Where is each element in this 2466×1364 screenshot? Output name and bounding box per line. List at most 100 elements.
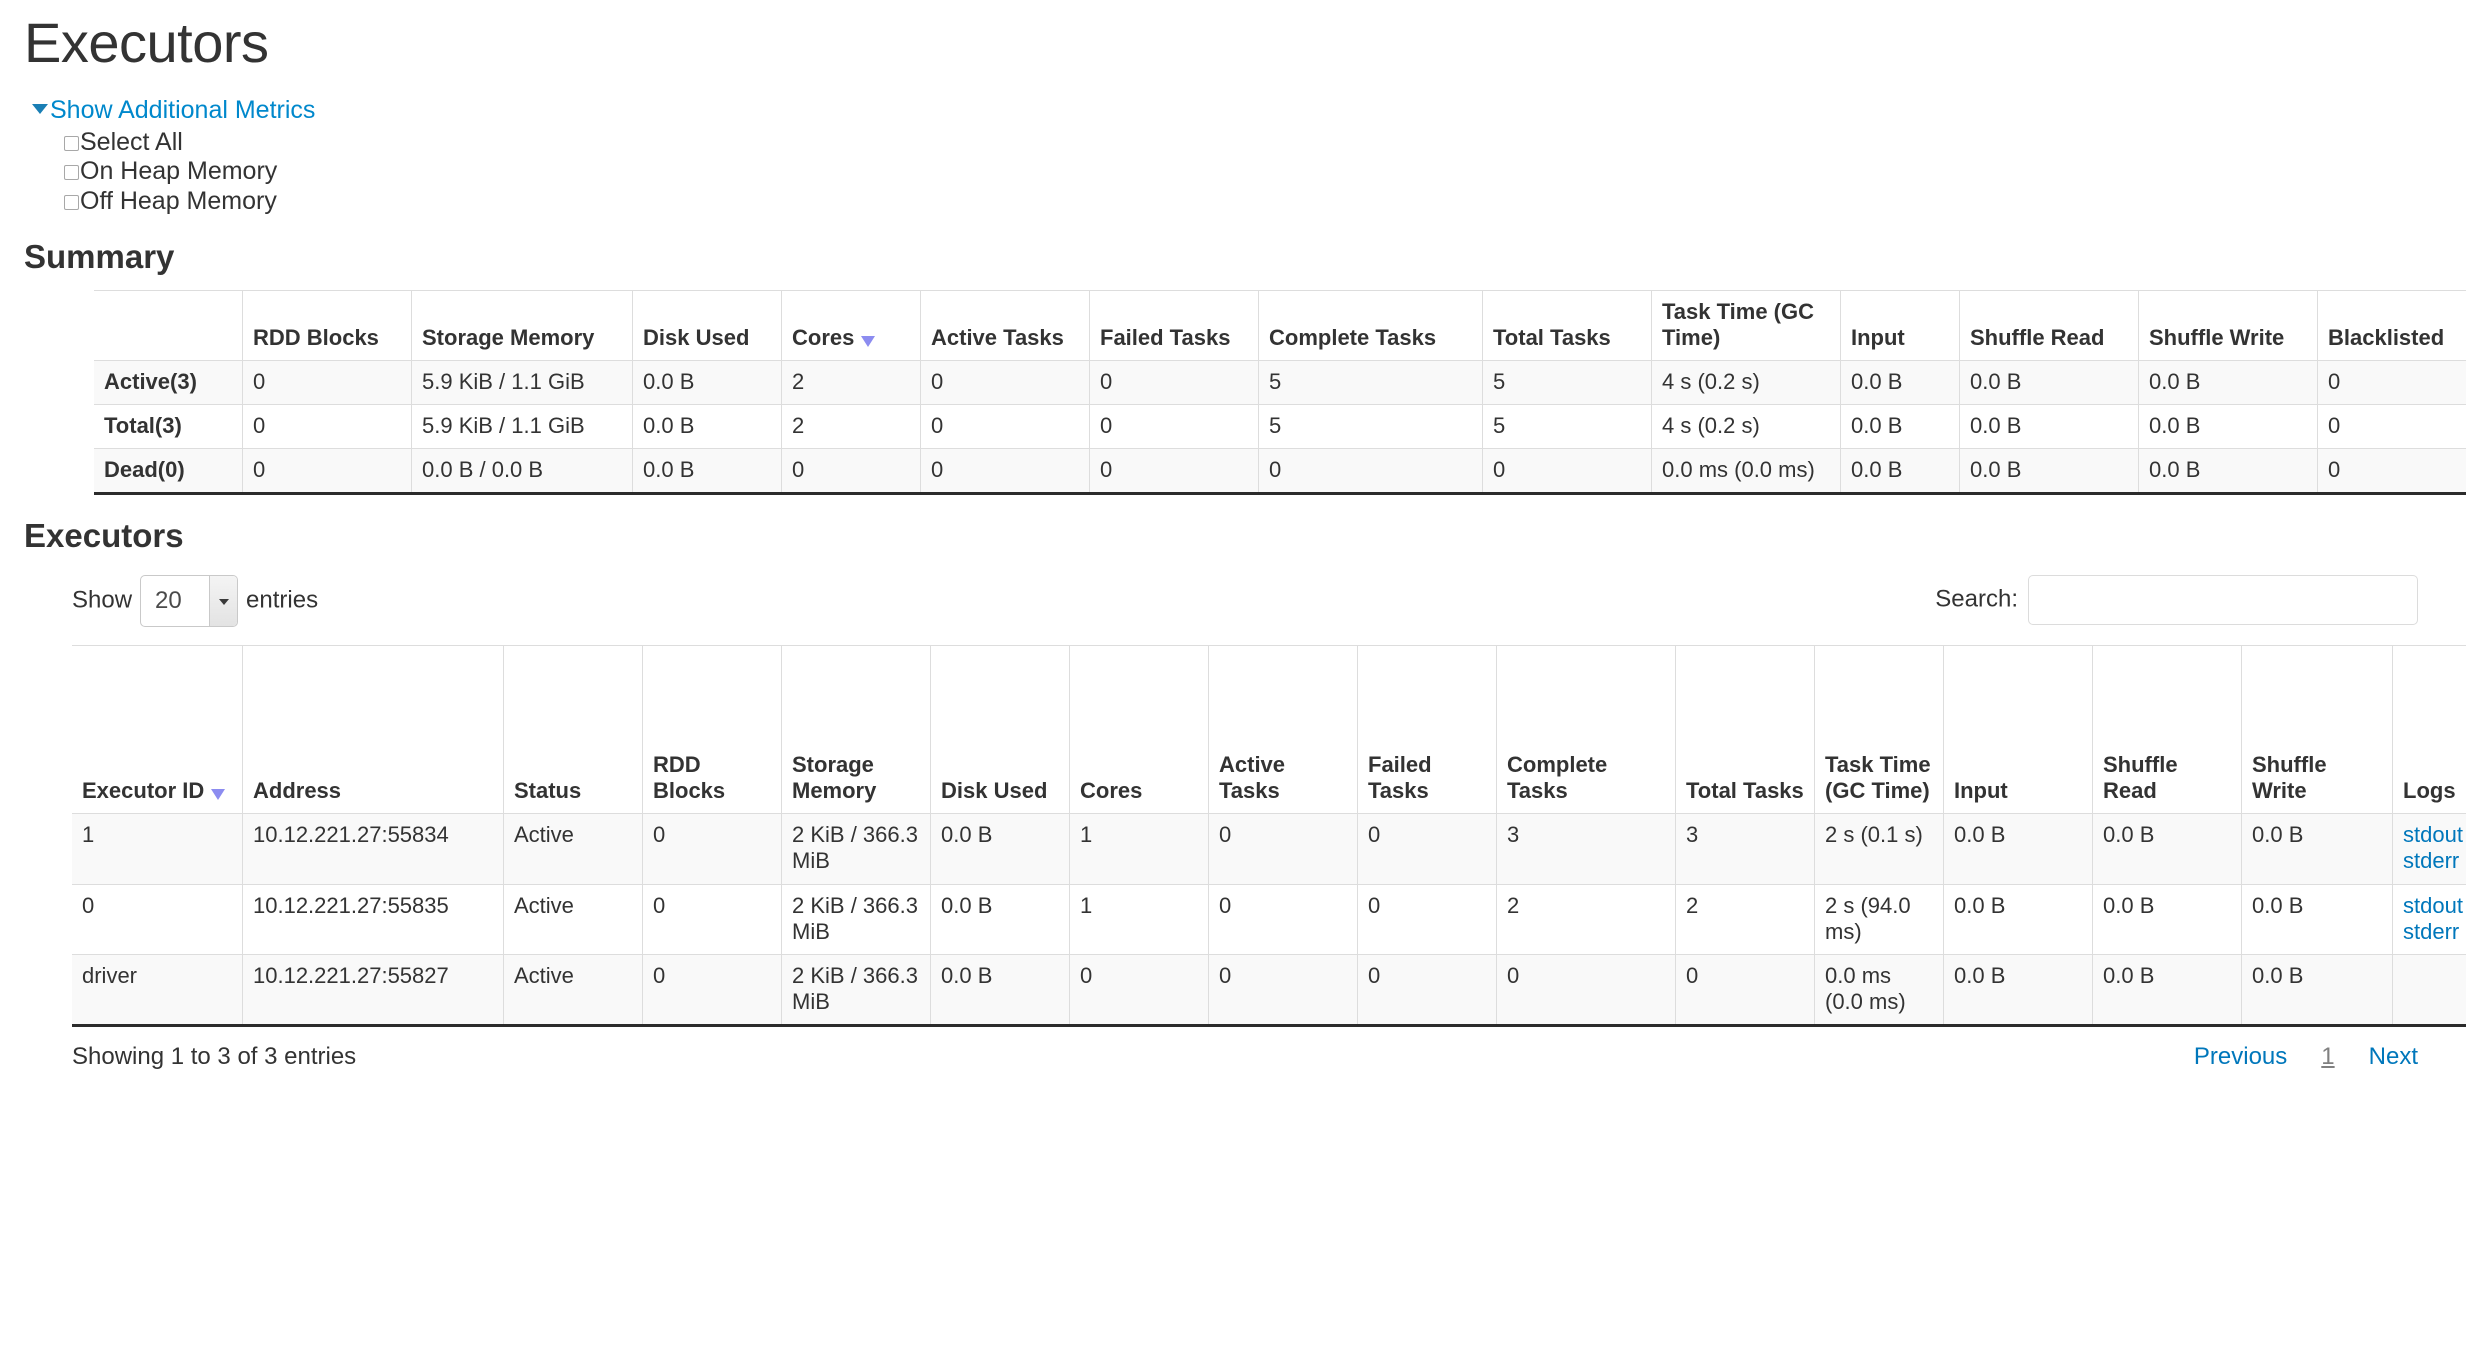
executor-cell-task-time: 0.0 ms (0.0 ms) [1815,955,1944,1026]
off-heap-memory-checkbox[interactable] [64,195,79,210]
stderr-link[interactable]: stderr [2403,848,2466,874]
executors-table: Executor ID Address Status RDD Blocks St… [72,645,2466,1027]
executors-col-storage-memory[interactable]: Storage Memory [782,645,931,813]
next-page-button[interactable]: Next [2369,1043,2418,1070]
summary-cell-disk-used: 0.0 B [633,360,782,404]
executor-cell-task-time: 2 s (0.1 s) [1815,813,1944,884]
executor-cell-input: 0.0 B [1944,813,2093,884]
executors-col-cores[interactable]: Cores [1070,645,1209,813]
executor-cell-input: 0.0 B [1944,884,2093,955]
executors-col-logs[interactable]: Logs [2393,645,2466,813]
stdout-link[interactable]: stdout [2403,893,2466,919]
summary-col-input[interactable]: Input [1841,291,1960,361]
executor-cell-status: Active [504,813,643,884]
summary-cell-input: 0.0 B [1841,448,1960,493]
summary-col-active-tasks[interactable]: Active Tasks [921,291,1090,361]
sort-desc-icon [211,789,225,800]
previous-page-button[interactable]: Previous [2194,1043,2287,1070]
executors-col-status[interactable]: Status [504,645,643,813]
executor-cell-failed-tasks: 0 [1358,884,1497,955]
summary-col-total-tasks[interactable]: Total Tasks [1483,291,1652,361]
executors-col-executor-id-label: Executor ID [82,778,204,803]
executor-cell-failed-tasks: 0 [1358,813,1497,884]
select-all-checkbox[interactable] [64,136,79,151]
stderr-link[interactable]: stderr [2403,919,2466,945]
summary-cell-task-time: 0.0 ms (0.0 ms) [1652,448,1841,493]
summary-header-row: RDD Blocks Storage Memory Disk Used Core… [94,291,2466,361]
on-heap-memory-checkbox[interactable] [64,165,79,180]
executors-table-wrapper: Executor ID Address Status RDD Blocks St… [72,645,2338,1027]
summary-cell-complete-tasks: 5 [1259,404,1483,448]
executors-table-body: 1 10.12.221.27:55834 Active 0 2 KiB / 36… [72,813,2466,1025]
summary-col-complete-tasks[interactable]: Complete Tasks [1259,291,1483,361]
executors-col-failed-tasks[interactable]: Failed Tasks [1358,645,1497,813]
executor-cell-executor-id: 1 [72,813,243,884]
executors-col-complete-tasks[interactable]: Complete Tasks [1497,645,1676,813]
executors-col-total-tasks[interactable]: Total Tasks [1676,645,1815,813]
search-control: Search: [1935,575,2418,625]
executor-cell-total-tasks: 0 [1676,955,1815,1026]
summary-cell-total-tasks: 5 [1483,360,1652,404]
executor-cell-disk-used: 0.0 B [931,813,1070,884]
summary-cell-disk-used: 0.0 B [633,448,782,493]
show-additional-metrics-toggle[interactable]: Show Additional Metrics [32,96,315,124]
executors-col-disk-used[interactable]: Disk Used [931,645,1070,813]
summary-col-disk-used[interactable]: Disk Used [633,291,782,361]
executors-col-shuffle-read[interactable]: Shuffle Read [2093,645,2242,813]
summary-col-cores-label: Cores [792,325,854,350]
summary-col-shuffle-write[interactable]: Shuffle Write [2139,291,2318,361]
executor-cell-cores: 1 [1070,884,1209,955]
executors-col-executor-id[interactable]: Executor ID [72,645,243,813]
summary-col-storage-memory[interactable]: Storage Memory [412,291,633,361]
summary-row-label: Active(3) [94,360,243,404]
summary-cell-storage-memory: 5.9 KiB / 1.1 GiB [412,360,633,404]
summary-col-blank[interactable] [94,291,243,361]
summary-col-shuffle-read[interactable]: Shuffle Read [1960,291,2139,361]
executors-header-row: Executor ID Address Status RDD Blocks St… [72,645,2466,813]
page-length-select[interactable]: 20 [140,575,238,627]
summary-cell-failed-tasks: 0 [1090,448,1259,493]
executor-cell-executor-id: 0 [72,884,243,955]
executors-col-shuffle-write[interactable]: Shuffle Write [2242,645,2393,813]
summary-cell-blacklisted: 0 [2318,360,2466,404]
caret-down-icon [32,104,48,114]
executor-cell-rdd-blocks: 0 [643,813,782,884]
executor-cell-shuffle-write: 0.0 B [2242,955,2393,1026]
executor-cell-logs [2393,955,2466,1026]
page-number-1[interactable]: 1 [2321,1043,2334,1070]
executor-cell-status: Active [504,884,643,955]
stdout-link[interactable]: stdout [2403,822,2466,848]
summary-col-rdd-blocks[interactable]: RDD Blocks [243,291,412,361]
summary-cell-failed-tasks: 0 [1090,404,1259,448]
executors-col-task-time[interactable]: Task Time (GC Time) [1815,645,1944,813]
summary-table-body: Active(3) 0 5.9 KiB / 1.1 GiB 0.0 B 2 0 … [94,360,2466,493]
summary-col-failed-tasks[interactable]: Failed Tasks [1090,291,1259,361]
summary-cell-cores: 2 [782,404,921,448]
metric-option-off-heap-memory: Off Heap Memory [64,187,2442,217]
executor-cell-executor-id: driver [72,955,243,1026]
summary-cell-shuffle-read: 0.0 B [1960,404,2139,448]
executor-cell-task-time: 2 s (94.0 ms) [1815,884,1944,955]
summary-cell-input: 0.0 B [1841,360,1960,404]
executor-cell-complete-tasks: 2 [1497,884,1676,955]
executor-cell-address: 10.12.221.27:55827 [243,955,504,1026]
metric-option-on-heap-memory: On Heap Memory [64,157,2442,187]
show-label: Show [72,586,132,613]
additional-metrics-toggle-row: Show Additional Metrics [32,97,2442,125]
summary-col-blacklisted[interactable]: Blacklisted [2318,291,2466,361]
executor-cell-address: 10.12.221.27:55835 [243,884,504,955]
executors-col-address[interactable]: Address [243,645,504,813]
summary-col-cores[interactable]: Cores [782,291,921,361]
executors-col-active-tasks[interactable]: Active Tasks [1209,645,1358,813]
executors-col-input[interactable]: Input [1944,645,2093,813]
executors-col-rdd-blocks[interactable]: RDD Blocks [643,645,782,813]
summary-cell-cores: 2 [782,360,921,404]
search-input[interactable] [2028,575,2418,625]
metric-option-select-all: Select All [64,128,2442,158]
table-row: 1 10.12.221.27:55834 Active 0 2 KiB / 36… [72,813,2466,884]
summary-cell-blacklisted: 0 [2318,448,2466,493]
summary-col-task-time[interactable]: Task Time (GC Time) [1652,291,1841,361]
sort-desc-icon [861,336,875,347]
